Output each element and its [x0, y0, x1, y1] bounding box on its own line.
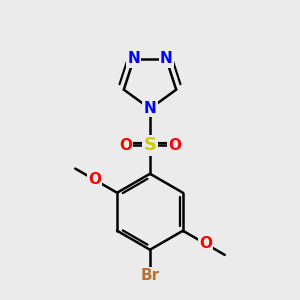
Text: O: O: [119, 138, 132, 153]
Text: Br: Br: [140, 268, 160, 284]
Text: O: O: [199, 236, 212, 251]
Text: N: N: [128, 51, 140, 66]
Text: N: N: [144, 101, 156, 116]
Text: O: O: [168, 138, 181, 153]
Text: S: S: [143, 136, 157, 154]
Text: N: N: [160, 51, 172, 66]
Text: O: O: [88, 172, 101, 187]
